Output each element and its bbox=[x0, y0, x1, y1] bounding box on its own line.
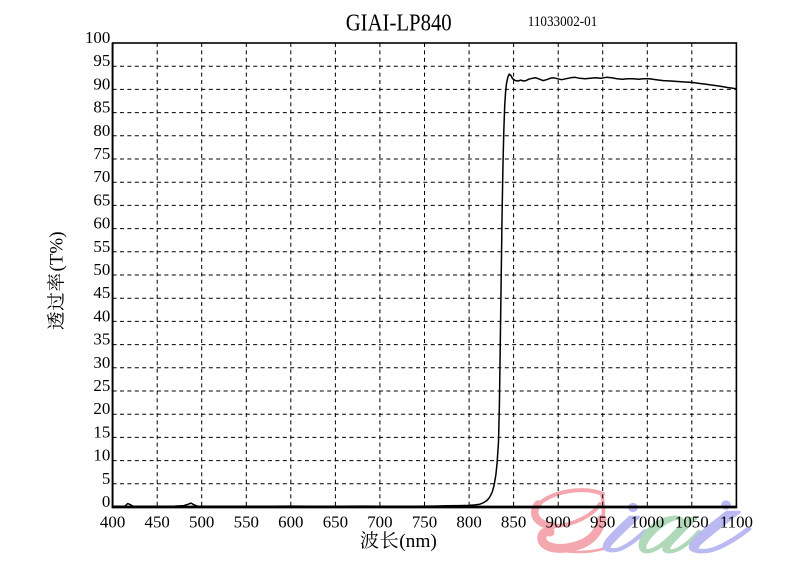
svg-text:35: 35 bbox=[93, 330, 110, 349]
svg-text:60: 60 bbox=[93, 214, 110, 233]
svg-text:950: 950 bbox=[590, 512, 615, 531]
svg-text:700: 700 bbox=[367, 512, 392, 531]
svg-text:10: 10 bbox=[93, 446, 110, 465]
svg-text:85: 85 bbox=[93, 98, 110, 117]
svg-text:45: 45 bbox=[93, 283, 110, 302]
svg-text:100: 100 bbox=[85, 28, 110, 47]
svg-text:0: 0 bbox=[102, 492, 110, 511]
svg-text:400: 400 bbox=[100, 512, 125, 531]
svg-text:1000: 1000 bbox=[630, 512, 664, 531]
svg-text:1100: 1100 bbox=[720, 512, 753, 531]
svg-text:50: 50 bbox=[93, 260, 110, 279]
svg-text:750: 750 bbox=[412, 512, 437, 531]
svg-text:25: 25 bbox=[93, 376, 110, 395]
svg-text:90: 90 bbox=[93, 74, 110, 93]
svg-text:(nm): (nm) bbox=[399, 531, 437, 552]
svg-text:1050: 1050 bbox=[675, 512, 709, 531]
svg-text:40: 40 bbox=[93, 306, 110, 325]
svg-text:20: 20 bbox=[93, 399, 110, 418]
svg-text:900: 900 bbox=[546, 512, 571, 531]
svg-text:5: 5 bbox=[102, 469, 110, 488]
svg-text:80: 80 bbox=[93, 121, 110, 140]
svg-text:30: 30 bbox=[93, 353, 110, 372]
svg-text:800: 800 bbox=[456, 512, 481, 531]
svg-text:65: 65 bbox=[93, 190, 110, 209]
svg-text:11033002-01: 11033002-01 bbox=[528, 14, 598, 30]
svg-text:95: 95 bbox=[93, 51, 110, 70]
svg-text:850: 850 bbox=[501, 512, 526, 531]
svg-text:550: 550 bbox=[234, 512, 259, 531]
svg-text:600: 600 bbox=[278, 512, 303, 531]
svg-text:75: 75 bbox=[93, 144, 110, 163]
svg-text:70: 70 bbox=[93, 167, 110, 186]
svg-text:55: 55 bbox=[93, 237, 110, 256]
svg-text:GIAI-LP840: GIAI-LP840 bbox=[346, 11, 452, 37]
svg-text:(T%): (T%) bbox=[47, 231, 68, 271]
svg-text:15: 15 bbox=[93, 422, 110, 441]
svg-text:500: 500 bbox=[189, 512, 214, 531]
svg-text:650: 650 bbox=[323, 512, 348, 531]
svg-text:450: 450 bbox=[145, 512, 170, 531]
